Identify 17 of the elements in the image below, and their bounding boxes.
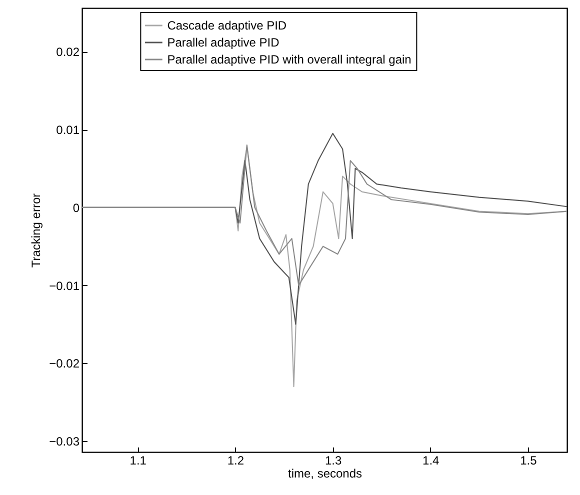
x-tick-label: 1.1 [130,454,147,468]
line-series [82,144,567,286]
legend-label: Cascade adaptive PID [167,18,287,32]
x-tick-label: 1.3 [324,454,342,468]
y-tick-label: 0.01 [56,123,80,138]
y-tick-label: 0.02 [56,45,80,60]
y-tick-label: −0.01 [49,278,80,293]
y-tick-label: 0 [72,200,80,215]
y-tick-label: −0.02 [49,356,80,371]
legend-label: Parallel adaptive PID [167,36,280,50]
legend-label: Parallel adaptive PID with overall integral gain [167,52,412,66]
y-tick-label: −0.03 [49,434,80,449]
x-tick-label: 1.2 [227,454,244,468]
x-axis-title: time, seconds [288,466,362,480]
x-tick-label: 1.4 [422,454,440,468]
y-axis-title: Tracking error [29,193,44,268]
x-tick-label: 1.5 [520,454,538,468]
